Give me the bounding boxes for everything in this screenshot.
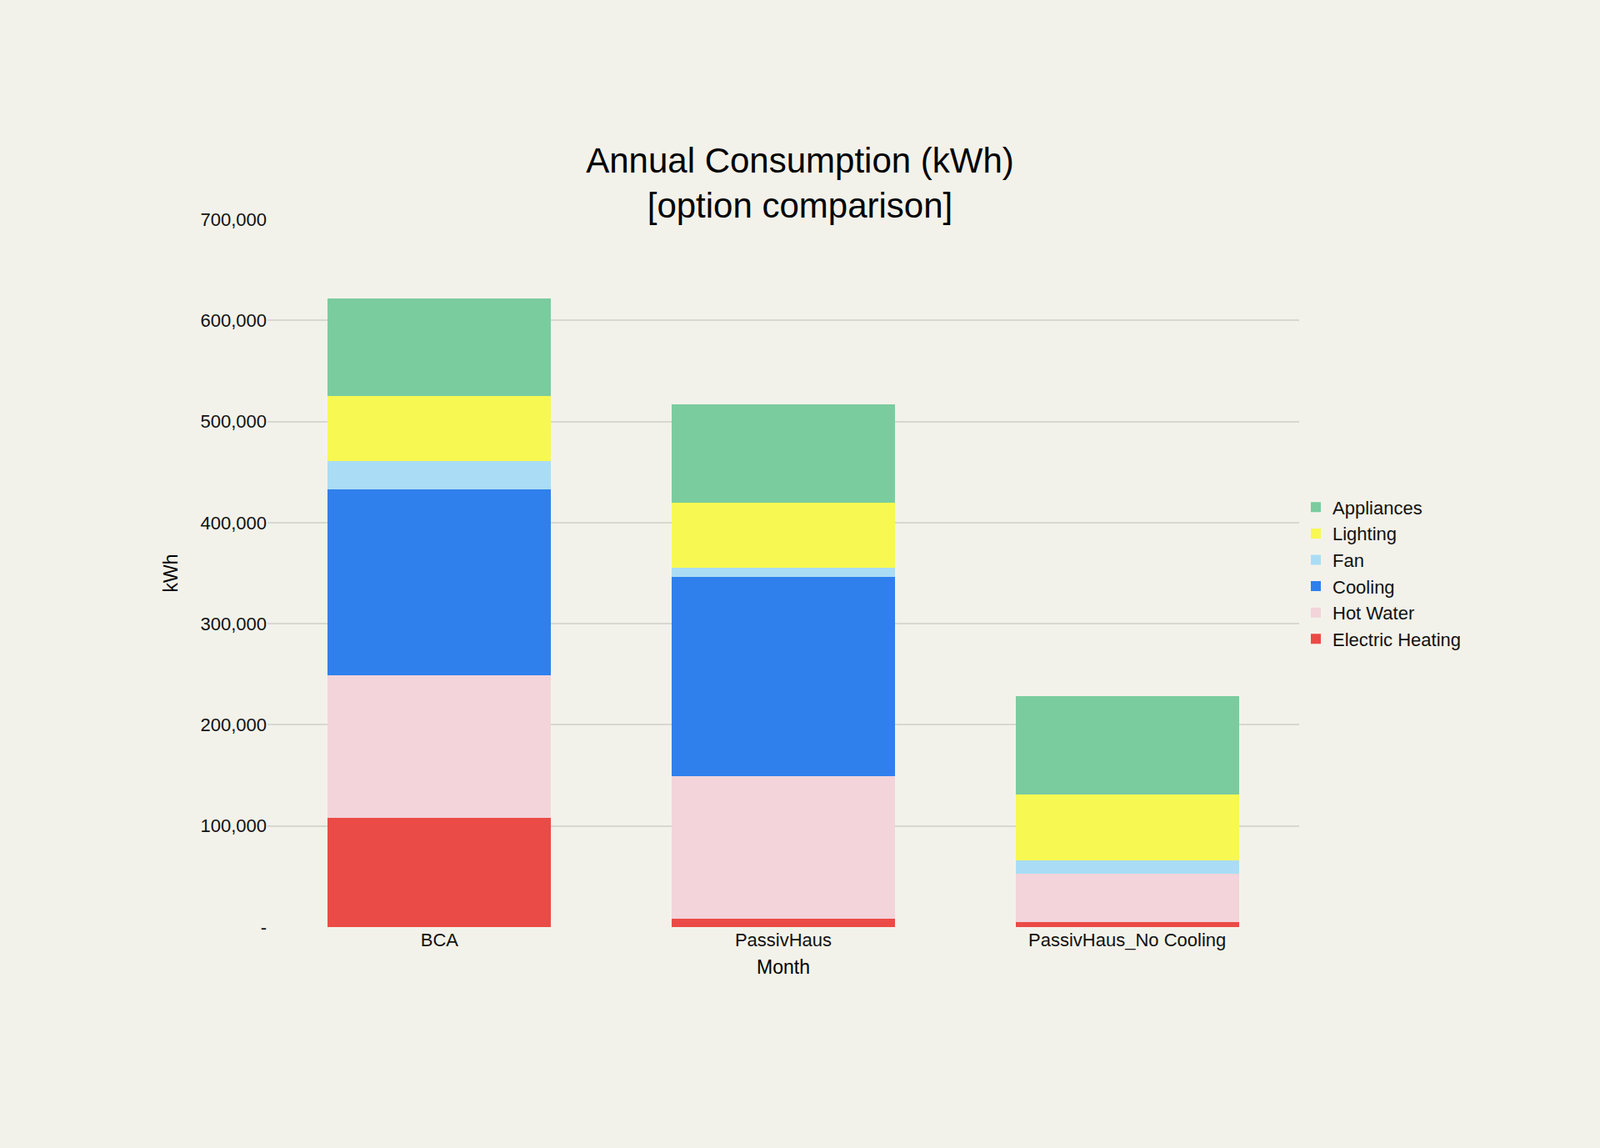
svg-text:100,000: 100,000: [200, 815, 267, 836]
svg-text:700,000: 700,000: [200, 209, 267, 230]
svg-text:kWh: kWh: [160, 554, 182, 593]
svg-text:400,000: 400,000: [200, 512, 267, 534]
svg-text:Appliances: Appliances: [1332, 497, 1423, 519]
svg-text:300,000: 300,000: [200, 613, 267, 635]
svg-text:Fan: Fan: [1332, 550, 1365, 571]
svg-text:PassivHaus: PassivHaus: [735, 929, 832, 950]
svg-text:Electric Heating: Electric Heating: [1332, 629, 1461, 650]
svg-text:-: -: [260, 916, 267, 938]
svg-text:500,000: 500,000: [200, 410, 267, 432]
svg-text:200,000: 200,000: [200, 714, 267, 735]
svg-text:Month: Month: [756, 955, 810, 978]
svg-text:Cooling: Cooling: [1332, 576, 1395, 598]
svg-text:Lighting: Lighting: [1332, 523, 1397, 545]
svg-text:Annual Consumption (kWh)[optio: Annual Consumption (kWh)[option comparis…: [585, 140, 1015, 226]
svg-text:PassivHaus_No Cooling: PassivHaus_No Cooling: [1028, 929, 1226, 950]
svg-text:Hot Water: Hot Water: [1332, 602, 1415, 624]
svg-text:600,000: 600,000: [200, 310, 267, 331]
svg-text:BCA: BCA: [420, 929, 460, 950]
